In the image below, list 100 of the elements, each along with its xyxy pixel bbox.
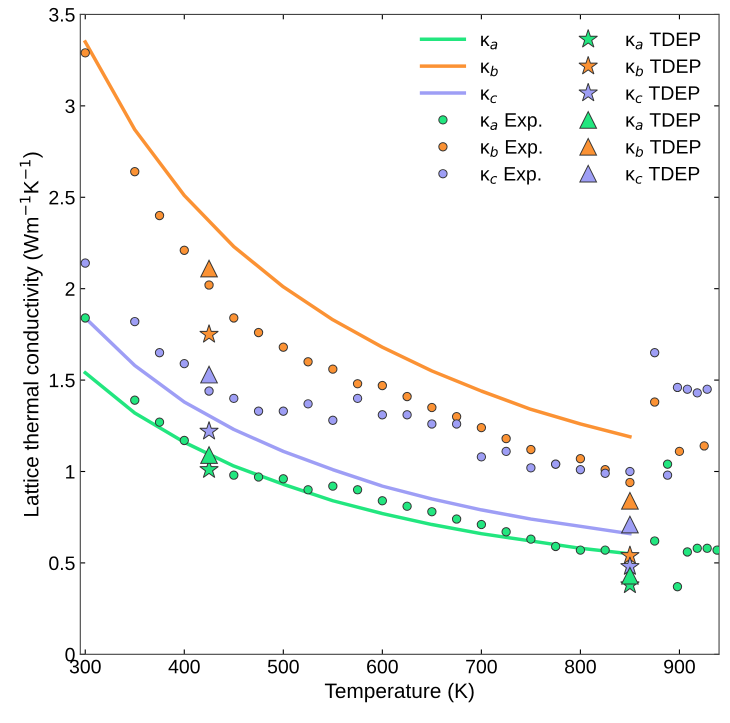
- y-tick-label: 1.5: [50, 374, 75, 388]
- point: [621, 516, 639, 534]
- point: [427, 507, 437, 516]
- point: [352, 394, 362, 404]
- point: [204, 280, 214, 290]
- y-tick-label: 2: [66, 282, 74, 296]
- y-tick-label: 2.5: [49, 190, 75, 205]
- point: [402, 410, 412, 420]
- point: [621, 566, 639, 585]
- point: [154, 210, 164, 220]
- x-tick-label: 700: [466, 660, 497, 674]
- point: [650, 397, 660, 407]
- legend-label: κ$_{c}$ Exp.: [481, 167, 540, 185]
- point: [200, 366, 218, 384]
- point: [80, 258, 90, 268]
- point: [501, 446, 511, 456]
- x-axis-title: Temperature (K): [324, 682, 474, 702]
- point: [427, 402, 437, 412]
- point: [674, 446, 684, 456]
- point: [328, 364, 338, 374]
- point: [303, 485, 313, 494]
- legend-label: κ$_{b}$ Exp.: [481, 140, 542, 158]
- point: [682, 547, 692, 557]
- point: [526, 444, 536, 454]
- point: [328, 416, 338, 425]
- point: [402, 502, 412, 511]
- point: [526, 463, 536, 472]
- point: [600, 545, 610, 555]
- point: [180, 358, 189, 368]
- point: [352, 379, 362, 388]
- legend-label: κ$_{a}$ Exp.: [481, 113, 542, 131]
- x-tick-label: 600: [367, 660, 398, 674]
- point: [200, 260, 218, 278]
- point: [576, 454, 586, 464]
- point: [550, 542, 560, 552]
- point: [254, 328, 264, 338]
- y-tick-label: 0: [65, 648, 75, 662]
- y-tick-label: 3: [65, 99, 75, 114]
- legend-label: κ$_{c}$ TDEP: [626, 86, 700, 104]
- point: [650, 348, 660, 358]
- point: [303, 357, 313, 366]
- point: [620, 545, 640, 564]
- point: [702, 544, 712, 553]
- point: [278, 474, 288, 484]
- point: [229, 394, 238, 404]
- point: [278, 342, 288, 352]
- legend-label: κ$_{a}$ TDEP: [626, 32, 700, 50]
- point: [625, 478, 635, 488]
- x-tick-label: 300: [70, 660, 101, 674]
- point: [180, 436, 189, 446]
- point: [199, 324, 219, 343]
- point: [130, 316, 140, 326]
- point: [672, 382, 682, 392]
- point: [200, 446, 218, 464]
- point: [80, 313, 90, 323]
- y-axis-title: Lattice thermal conductivity (Wm$^{−1}$K$^{−1}$): [20, 152, 43, 516]
- point: [452, 419, 462, 429]
- point: [702, 384, 712, 394]
- point: [352, 485, 362, 494]
- point: [452, 514, 462, 524]
- point: [328, 481, 338, 491]
- point: [682, 384, 692, 394]
- point: [576, 545, 586, 555]
- point: [204, 386, 214, 396]
- point: [501, 434, 511, 444]
- y-tick-label: 0.5: [49, 556, 75, 570]
- point: [130, 167, 140, 176]
- x-tick-label: 900: [664, 660, 695, 674]
- point: [130, 396, 140, 405]
- point: [476, 452, 486, 462]
- point: [254, 406, 264, 416]
- point: [662, 460, 672, 469]
- point: [621, 492, 639, 510]
- point: [692, 388, 702, 398]
- point: [427, 419, 437, 429]
- legend-label: κ$_{b}$ TDEP: [626, 60, 700, 76]
- point: [700, 441, 709, 451]
- point: [672, 582, 682, 592]
- y-tick-label: 1: [66, 465, 74, 479]
- point: [476, 422, 486, 432]
- point: [303, 399, 313, 409]
- legend-label: κ$_{a}$ TDEP: [626, 113, 700, 130]
- x-tick-label: 500: [268, 660, 299, 674]
- point: [650, 536, 660, 546]
- y-tick-label: 3.5: [49, 8, 75, 22]
- point: [526, 534, 536, 544]
- point: [662, 470, 672, 480]
- x-tick-label: 800: [565, 660, 596, 674]
- point: [501, 527, 511, 536]
- legend-label: κ$_{b}$ TDEP: [626, 140, 700, 157]
- point: [229, 470, 238, 480]
- point: [278, 406, 288, 416]
- point: [402, 392, 412, 402]
- legend-label: κ$_{c}$ TDEP: [626, 167, 700, 184]
- point: [378, 496, 387, 506]
- point: [378, 380, 387, 390]
- point: [154, 348, 164, 358]
- point: [154, 417, 164, 427]
- point: [199, 421, 219, 440]
- point: [625, 466, 635, 476]
